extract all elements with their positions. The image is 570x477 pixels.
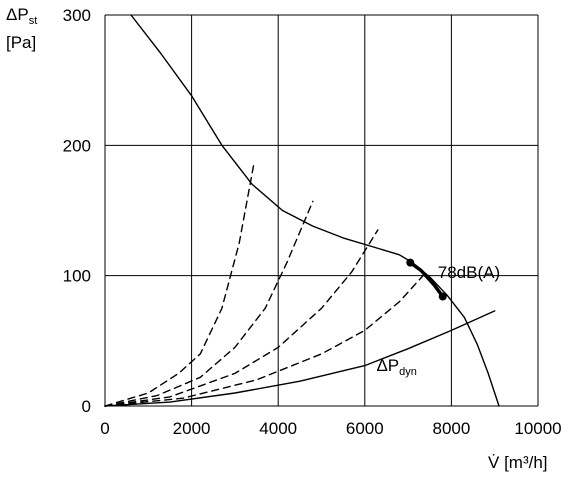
x-axis-label: V̇ [m³/h] — [488, 453, 548, 472]
x-tick-label: 0 — [100, 419, 109, 438]
system-curve-line — [104, 229, 379, 407]
y-ticks: 0 100 200 300 — [63, 6, 91, 416]
x-tick-label: 4000 — [259, 419, 297, 438]
y-tick-label: 100 — [63, 267, 91, 286]
y-axis-unit: [Pa] — [6, 33, 36, 52]
y-tick-label: 200 — [63, 136, 91, 155]
operating-range-line — [408, 260, 445, 299]
x-tick-label: 2000 — [173, 419, 211, 438]
dynamic-pressure-line — [104, 310, 496, 407]
y-tick-label: 300 — [63, 6, 91, 25]
operating-points — [406, 258, 447, 301]
system-curve-line — [104, 160, 256, 407]
x-tick-label: 10000 — [514, 419, 561, 438]
grid — [104, 14, 539, 407]
system-curve-line — [104, 200, 314, 407]
curves — [104, 14, 500, 407]
x-ticks: 0 2000 4000 6000 8000 10000 — [100, 419, 561, 438]
sound-level-annotation: 78dB(A) — [438, 263, 500, 282]
dynamic-pressure-label: ΔPdyn — [376, 356, 416, 378]
operating-point-marker — [438, 292, 447, 301]
y-tick-label: 0 — [82, 397, 91, 416]
operating-point-marker — [406, 258, 415, 267]
x-tick-label: 6000 — [346, 419, 384, 438]
x-tick-label: 8000 — [432, 419, 470, 438]
system-curve-line — [104, 272, 427, 407]
y-axis-label: ΔPst — [6, 5, 37, 27]
fan-curve-line — [130, 14, 500, 407]
